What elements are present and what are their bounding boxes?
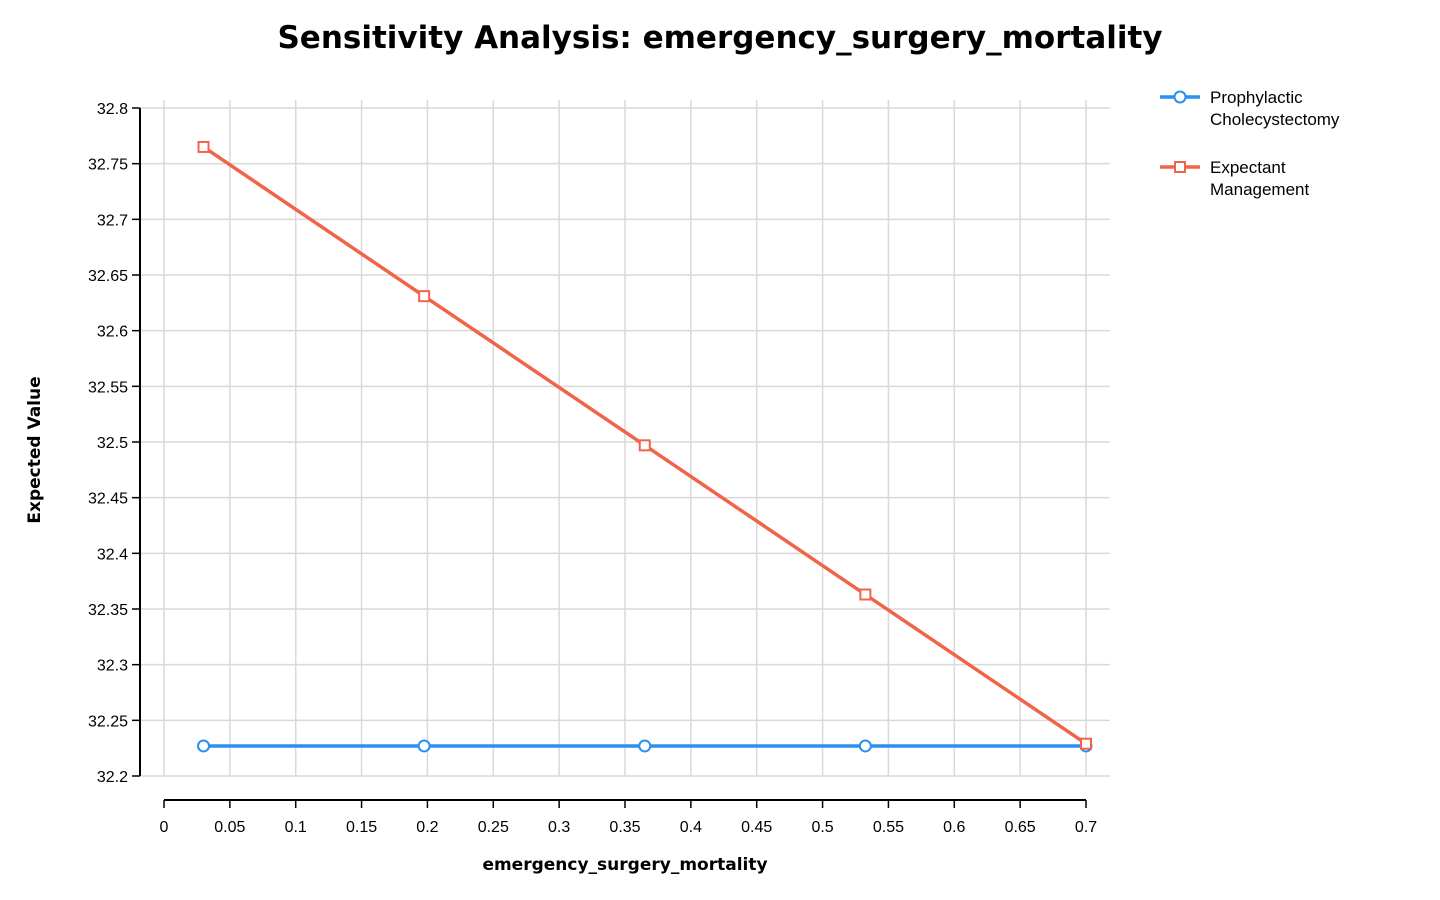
y-tick-label: 32.4 xyxy=(97,546,128,563)
prophylactic-cholecystectomy-point xyxy=(417,739,431,753)
legend-label: Prophylactic Cholecystectomy xyxy=(1210,88,1340,129)
y-tick-label: 32.3 xyxy=(97,658,128,675)
y-tick-label: 32.45 xyxy=(88,491,128,508)
prophylactic-cholecystectomy-point xyxy=(858,739,872,753)
y-tick-label: 32.75 xyxy=(88,157,128,174)
x-tick-label: 0.55 xyxy=(873,819,904,836)
y-tick-label: 32.65 xyxy=(88,268,128,285)
x-tick-label: 0.4 xyxy=(680,819,702,836)
legend-label-line: Cholecystectomy xyxy=(1210,110,1340,129)
y-tick-label: 32.5 xyxy=(97,435,128,452)
expectant-management-point xyxy=(1080,737,1092,750)
x-tick-label: 0 xyxy=(160,819,169,836)
x-tick-label: 0.2 xyxy=(416,819,438,836)
x-tick-label: 0.5 xyxy=(811,819,833,836)
y-tick-label: 32.25 xyxy=(88,713,128,730)
y-tick-label: 32.6 xyxy=(97,324,128,341)
x-tick-label: 0.25 xyxy=(478,819,509,836)
expectant-management-point xyxy=(859,588,872,601)
chart-title: Sensitivity Analysis: emergency_surgery_… xyxy=(277,20,1163,56)
x-tick-label: 0.35 xyxy=(609,819,640,836)
y-axis-label: Expected Value xyxy=(25,376,45,523)
legend-swatch-marker xyxy=(1174,161,1186,173)
y-tick-label: 32.55 xyxy=(88,379,128,396)
y-tick-label: 32.2 xyxy=(97,769,128,786)
expectant-management-point xyxy=(197,140,210,153)
x-tick-label: 0.1 xyxy=(285,819,307,836)
y-tick-label: 32.7 xyxy=(97,212,128,229)
y-tick-label: 32.8 xyxy=(97,101,128,118)
series-layer xyxy=(197,140,1093,753)
x-tick-label: 0.7 xyxy=(1075,819,1097,836)
x-tick-label: 0.05 xyxy=(214,819,245,836)
x-tick-label: 0.15 xyxy=(346,819,377,836)
legend-label-line: Expectant xyxy=(1210,158,1286,177)
x-tick-label: 0.65 xyxy=(1005,819,1036,836)
y-tick-label: 32.35 xyxy=(88,602,128,619)
legend: Prophylactic Cholecystectomy Expectant Mana… xyxy=(1160,88,1340,199)
legend-label-line: Management xyxy=(1210,180,1310,199)
expectant-management-point xyxy=(418,290,431,303)
x-tick-label: 0.45 xyxy=(741,819,772,836)
prophylactic-cholecystectomy-point xyxy=(197,739,211,753)
legend-swatch-marker xyxy=(1173,90,1187,104)
legend-label-line: Prophylactic xyxy=(1210,88,1303,107)
axes: 32.2 32.25 32.3 32.35 32.4 32.45 32.5 32.55 32.6… xyxy=(88,101,1097,836)
x-tick-label: 0.3 xyxy=(548,819,570,836)
legend-label: Expectant Management xyxy=(1210,158,1310,199)
x-tick-label: 0.6 xyxy=(943,819,965,836)
expectant-management-point xyxy=(638,439,651,452)
prophylactic-cholecystectomy-point xyxy=(638,739,652,753)
grid-lines xyxy=(140,100,1110,777)
x-axis-label: emergency_surgery_mortality xyxy=(482,855,767,875)
